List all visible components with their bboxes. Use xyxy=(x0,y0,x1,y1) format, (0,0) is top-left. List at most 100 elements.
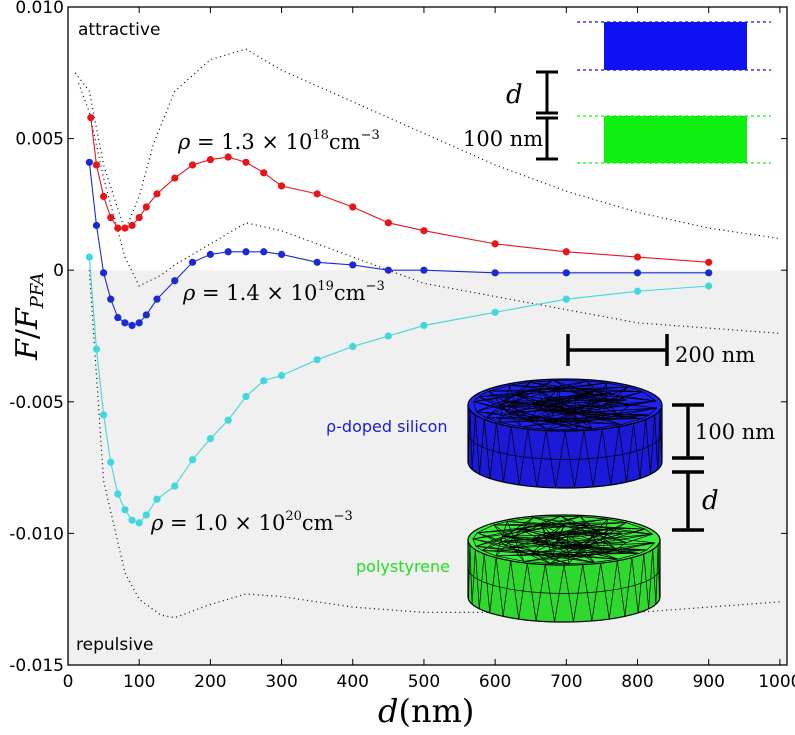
data-point xyxy=(492,240,499,247)
data-point xyxy=(136,214,143,221)
slab-thickness-label: 100 nm xyxy=(463,127,543,151)
data-point xyxy=(207,156,214,163)
gap-bracket xyxy=(536,72,558,113)
svg-text:ρ = 1.4 × 1019cm−3: ρ = 1.4 × 1019cm−3 xyxy=(182,279,385,305)
data-point xyxy=(100,269,107,276)
series-label-blue: ρ = 1.4 × 1019cm−3 xyxy=(182,279,385,305)
x-tick-label: 900 xyxy=(692,672,724,692)
data-point xyxy=(114,314,121,321)
y-tick-label: 0 xyxy=(53,261,64,281)
data-point xyxy=(189,259,196,266)
y-tick-label: -0.005 xyxy=(9,393,64,413)
data-point xyxy=(349,261,356,268)
data-point xyxy=(107,214,114,221)
data-point xyxy=(634,269,641,276)
data-point xyxy=(260,248,267,255)
data-point xyxy=(278,372,285,379)
data-point xyxy=(121,224,128,231)
data-point xyxy=(207,435,214,442)
radius-label: 200 nm xyxy=(675,343,755,367)
slab-inset: d 100 nm xyxy=(463,22,771,163)
data-point xyxy=(260,377,267,384)
upper-material-label: ρ-doped silicon xyxy=(326,417,448,436)
data-point xyxy=(153,496,160,503)
data-point xyxy=(93,222,100,229)
x-tick-label: 600 xyxy=(479,672,511,692)
x-axis-label: d(nm) xyxy=(378,692,474,730)
data-point xyxy=(634,253,641,260)
series-label-red: ρ = 1.3 × 1018cm−3 xyxy=(177,128,380,154)
data-point xyxy=(314,190,321,197)
data-point xyxy=(107,296,114,303)
data-point xyxy=(563,296,570,303)
data-point xyxy=(278,251,285,258)
data-point xyxy=(114,490,121,497)
y-tick-label: -0.010 xyxy=(9,524,64,544)
data-point xyxy=(143,311,150,318)
data-point xyxy=(242,159,249,166)
upper-cylinder xyxy=(468,379,662,488)
data-point xyxy=(634,288,641,295)
y-tick-label: 0.005 xyxy=(15,130,64,150)
data-point xyxy=(314,259,321,266)
data-point xyxy=(121,319,128,326)
svg-text:ρ = 1.0 × 1020cm−3: ρ = 1.0 × 1020cm−3 xyxy=(150,509,353,535)
data-point xyxy=(705,259,712,266)
data-point xyxy=(107,459,114,466)
data-point xyxy=(136,519,143,526)
data-point xyxy=(420,267,427,274)
data-point xyxy=(128,517,135,524)
data-point xyxy=(385,219,392,226)
x-tick-label: 400 xyxy=(337,672,369,692)
data-point xyxy=(385,267,392,274)
lower-cylinder xyxy=(468,515,660,622)
lower-material-label: polystyrene xyxy=(356,557,450,576)
y-tick-label: -0.015 xyxy=(9,656,64,676)
data-point xyxy=(225,153,232,160)
data-point xyxy=(86,253,93,260)
data-point xyxy=(114,224,121,231)
x-tick-label: 500 xyxy=(408,672,440,692)
data-point xyxy=(87,114,94,121)
data-point xyxy=(93,346,100,353)
data-point xyxy=(207,251,214,258)
x-tick-label: 800 xyxy=(621,672,653,692)
data-point xyxy=(278,182,285,189)
data-point xyxy=(492,269,499,276)
repulsive-label: repulsive xyxy=(76,635,153,655)
data-point xyxy=(100,411,107,418)
data-point xyxy=(242,393,249,400)
x-tick-label: 0 xyxy=(63,672,74,692)
data-point xyxy=(705,269,712,276)
data-point xyxy=(100,193,107,200)
lower-slab xyxy=(604,116,747,163)
data-point xyxy=(349,203,356,210)
data-point xyxy=(420,322,427,329)
cylinder-thickness-label: 100 nm xyxy=(695,420,775,444)
data-point xyxy=(143,203,150,210)
data-point xyxy=(86,159,93,166)
data-point xyxy=(153,190,160,197)
svg-text:ρ = 1.3 × 1018cm−3: ρ = 1.3 × 1018cm−3 xyxy=(177,128,380,154)
data-point xyxy=(143,511,150,518)
data-point xyxy=(128,322,135,329)
data-point xyxy=(242,248,249,255)
series-label-cyan: ρ = 1.0 × 1020cm−3 xyxy=(150,509,353,535)
data-point xyxy=(189,161,196,168)
data-point xyxy=(225,417,232,424)
data-point xyxy=(563,248,570,255)
data-point xyxy=(171,277,178,284)
data-point xyxy=(420,227,427,234)
data-point xyxy=(260,169,267,176)
x-tick-label: 300 xyxy=(265,672,297,692)
data-point xyxy=(225,248,232,255)
slab-gap-label: d xyxy=(506,80,523,110)
attractive-label: attractive xyxy=(78,20,160,40)
data-point xyxy=(93,161,100,168)
x-tick-label: 700 xyxy=(550,672,582,692)
data-point xyxy=(153,296,160,303)
data-point xyxy=(171,174,178,181)
upper-slab xyxy=(604,22,747,70)
